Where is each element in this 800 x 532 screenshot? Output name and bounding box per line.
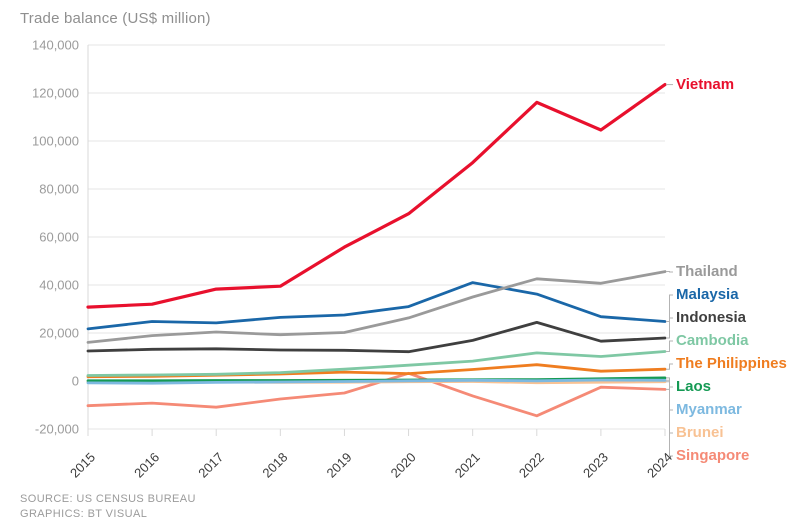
- x-tick-label: 2017: [195, 450, 226, 481]
- y-tick-label: 120,000: [32, 86, 79, 101]
- y-tick-label: 40,000: [39, 278, 79, 293]
- y-tick-label: 60,000: [39, 230, 79, 245]
- x-tick-label: 2015: [67, 450, 98, 481]
- y-tick-label: 20,000: [39, 326, 79, 341]
- series-line-myanmar: [86, 378, 667, 385]
- x-tick-label: 2016: [131, 450, 162, 481]
- series-line-vietnam: [86, 82, 667, 309]
- leader-line: [666, 340, 673, 352]
- y-tick-label: 80,000: [39, 182, 79, 197]
- x-tick-label: 2018: [259, 450, 290, 481]
- leader-line: [666, 317, 673, 339]
- y-tick-label: 0: [72, 374, 79, 389]
- footer: SOURCE: US CENSUS BUREAU GRAPHICS: BT VI…: [20, 492, 196, 522]
- x-tick-label: 2021: [452, 450, 483, 481]
- leader-line: [666, 363, 673, 370]
- series-line-malaysia: [86, 281, 667, 331]
- y-tick-label: 140,000: [32, 38, 79, 53]
- x-tick-label: 2022: [516, 450, 547, 481]
- source-credit: SOURCE: US CENSUS BUREAU: [20, 493, 196, 505]
- series-line-cambodia: [86, 350, 667, 377]
- x-tick-label: 2020: [388, 450, 419, 481]
- chart-title: Trade balance (US$ million): [20, 10, 211, 27]
- leader-line: [666, 388, 673, 457]
- graphics-credit: GRAPHICS: BT VISUAL: [20, 508, 148, 520]
- x-tick-label: 2019: [324, 450, 355, 481]
- y-tick-label: 100,000: [32, 134, 79, 149]
- y-tick-label: -20,000: [35, 422, 79, 437]
- series-line-indonesia: [86, 320, 667, 354]
- x-tick-label: 2023: [580, 450, 611, 481]
- x-tick-label: 2024: [644, 450, 675, 481]
- leader-line: [666, 294, 673, 322]
- series-line-thailand: [86, 270, 667, 344]
